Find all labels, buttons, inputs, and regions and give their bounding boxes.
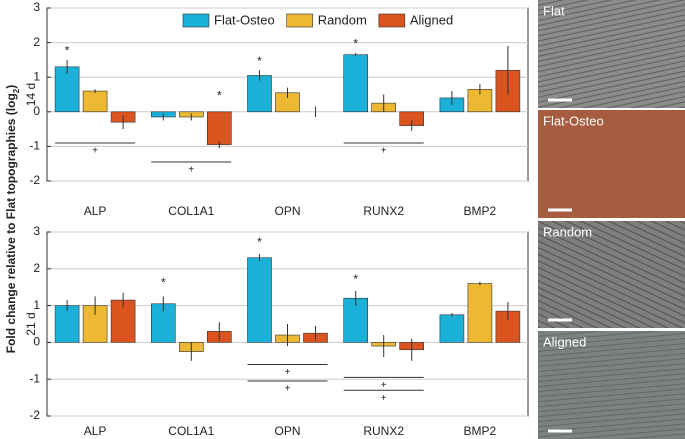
annotation: * (161, 276, 166, 290)
image-label: Flat-Osteo (543, 113, 604, 128)
x-tick-label: OPN (274, 424, 300, 438)
y-axis-label: Fold change relative to Flat topographie… (4, 85, 20, 353)
x-tick-label: ALP (84, 424, 107, 438)
annotation: * (65, 43, 70, 57)
x-tick-label: BMP2 (464, 424, 497, 438)
y-axis-label: 21 d (24, 312, 38, 335)
bar (54, 305, 80, 343)
chart: 21 d -2 -1 0 1 2 3 ALP COL1A1 OPN RUNX2 BMP2 * * * + + + + (24, 224, 529, 438)
legend-swatch (286, 13, 313, 28)
y-tick-label: 0 (33, 335, 40, 349)
y-tick-label: 2 (33, 261, 40, 275)
x-tick-label: COL1A1 (168, 424, 214, 438)
annotation: * (257, 54, 262, 68)
y-tick-label: -1 (29, 139, 40, 153)
bar (247, 75, 272, 113)
annotation: + (285, 384, 291, 395)
y-tick-label: 2 (33, 35, 40, 49)
y-tick-label: -1 (29, 371, 40, 385)
annotation: + (381, 146, 387, 157)
y-tick-label: -2 (29, 173, 40, 187)
y-tick-label: -2 (29, 408, 40, 422)
image-flat (538, 0, 685, 108)
annotation: * (217, 88, 222, 102)
y-tick-label: 1 (33, 69, 40, 83)
legend-swatch (378, 13, 406, 28)
x-tick-label: RUNX2 (363, 204, 404, 218)
x-tick-label: ALP (84, 204, 107, 218)
annotation: * (353, 37, 358, 51)
bar (82, 90, 108, 113)
y-tick-label: 0 (33, 104, 40, 118)
image-panels: Flat Flat-Osteo Random Aligned (538, 0, 685, 439)
image-flat-osteo-stain (538, 110, 685, 218)
annotation: * (257, 235, 262, 249)
annotation: * (353, 272, 358, 286)
annotation: + (381, 380, 387, 391)
legend-label: Aligned (410, 12, 453, 27)
y-label-text: Fold change relative to Flat topographie… (4, 93, 18, 353)
x-tick-label: COL1A1 (168, 204, 214, 218)
y-label-sub: 2 (12, 88, 21, 93)
bar (54, 66, 80, 113)
bar (343, 54, 369, 113)
annotation: + (188, 165, 194, 176)
image-aligned (538, 331, 685, 439)
image-label: Random (543, 224, 592, 239)
y-axis-label: 14 d (24, 83, 38, 106)
legend-swatch (182, 13, 210, 28)
y-tick-label: 1 (33, 298, 40, 312)
annotation: + (381, 393, 387, 404)
image-random (538, 221, 685, 328)
bar (467, 283, 493, 343)
legend-label: Flat-Osteo (214, 12, 275, 27)
x-tick-label: RUNX2 (363, 424, 404, 438)
annotation: + (285, 367, 291, 378)
chart: 14 d -2 -1 0 1 2 3 ALP COL1A1 OPN RUNX2 BMP2 * * * * + + +… (24, 0, 529, 218)
bar (439, 314, 465, 343)
y-label-end: ) (4, 85, 18, 89)
y-tick-label: 3 (33, 0, 40, 14)
image-label: Aligned (543, 334, 586, 349)
y-tick-label: 3 (33, 224, 40, 238)
x-tick-label: BMP2 (464, 204, 497, 218)
image-label: Flat (543, 3, 565, 18)
bar (207, 111, 232, 145)
bar (247, 257, 272, 343)
annotation: + (92, 146, 98, 157)
legend-label: Random (318, 12, 367, 27)
x-tick-label: OPN (274, 204, 300, 218)
